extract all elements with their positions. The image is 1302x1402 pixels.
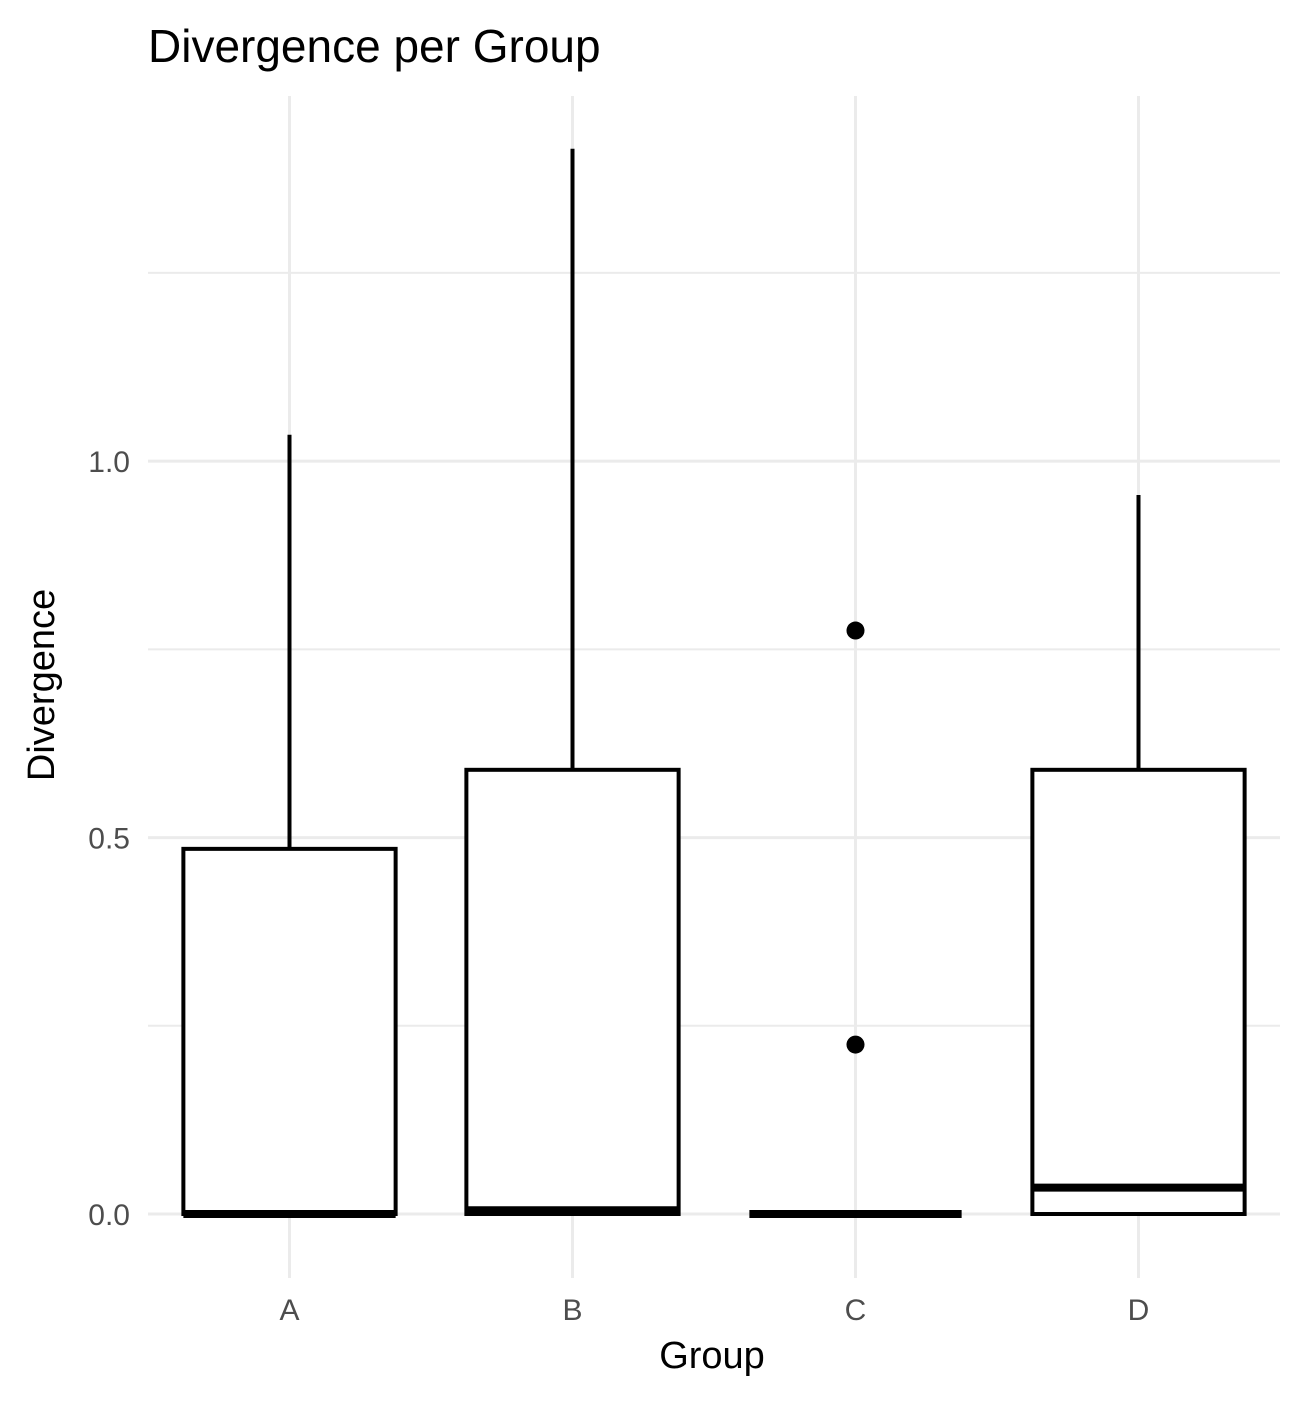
x-axis-ticks: A B C D [279, 1294, 1149, 1327]
y-tick-label: 1.0 [88, 446, 130, 479]
box-iqr [1032, 770, 1244, 1214]
chart-title: Divergence per Group [148, 20, 601, 72]
x-tick-label: B [562, 1294, 582, 1327]
y-axis-title: Divergence [21, 589, 63, 781]
y-tick-label: 0.5 [88, 823, 130, 856]
box-group-A [183, 435, 395, 1214]
box-group-D [1032, 495, 1244, 1214]
x-axis-title: Group [659, 1335, 765, 1377]
boxes [183, 149, 1244, 1214]
x-tick-label: D [1128, 1294, 1150, 1327]
outlier-point [847, 1036, 865, 1054]
box-group-B [466, 149, 678, 1214]
y-tick-label: 0.0 [88, 1199, 130, 1232]
x-tick-label: A [279, 1294, 299, 1327]
y-axis-ticks: 0.0 0.5 1.0 [88, 446, 130, 1232]
box-iqr [466, 770, 678, 1214]
outlier-point [847, 622, 865, 640]
x-tick-label: C [845, 1294, 867, 1327]
box-iqr [183, 849, 395, 1214]
